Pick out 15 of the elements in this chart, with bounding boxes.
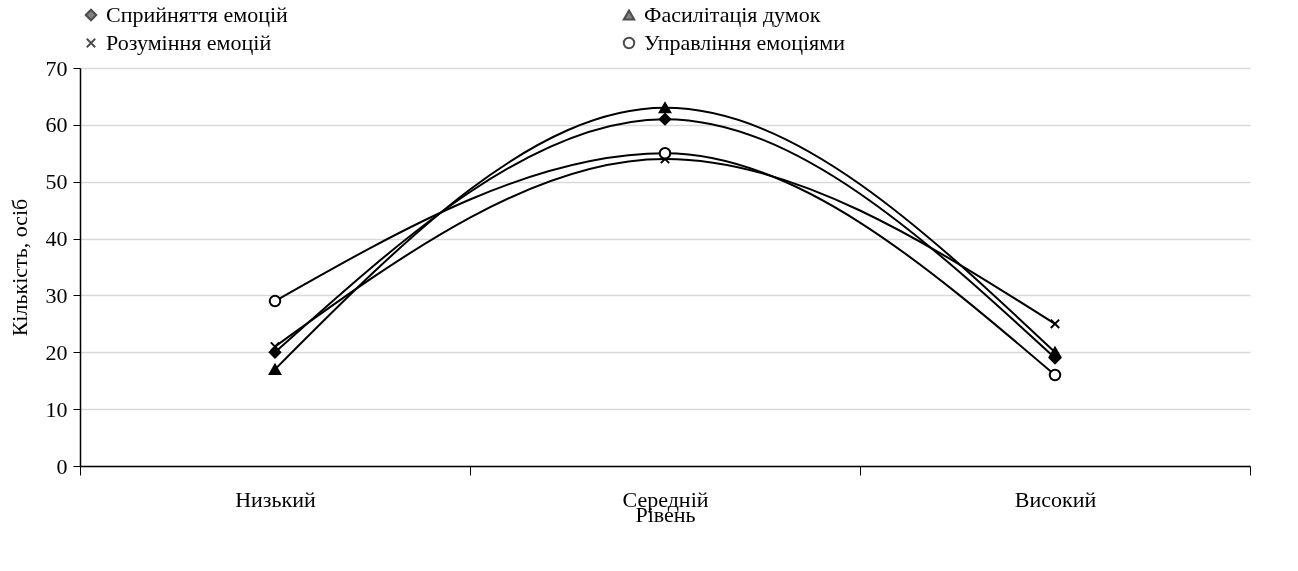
legend-label: Управління емоціями: [644, 30, 846, 55]
y-tick-label: 60: [45, 112, 68, 138]
y-tick-label: 70: [45, 55, 68, 81]
legend-label: Сприйняття емоцій: [106, 2, 289, 27]
y-tick-label: 30: [45, 282, 68, 308]
y-axis-title: Кількість, осіб: [6, 198, 32, 337]
legend-label: Розуміння емоцій: [106, 30, 272, 55]
legend-label: Фасилітація думок: [644, 2, 821, 27]
y-tick-label: 20: [45, 339, 68, 365]
y-tick-label: 40: [45, 226, 68, 252]
y-tick-label: 10: [45, 396, 68, 422]
y-tick-label: 0: [56, 453, 68, 479]
x-tick-label: Низький: [235, 486, 317, 512]
x-tick-label: Високий: [1014, 486, 1097, 512]
y-tick-label: 50: [45, 169, 68, 195]
